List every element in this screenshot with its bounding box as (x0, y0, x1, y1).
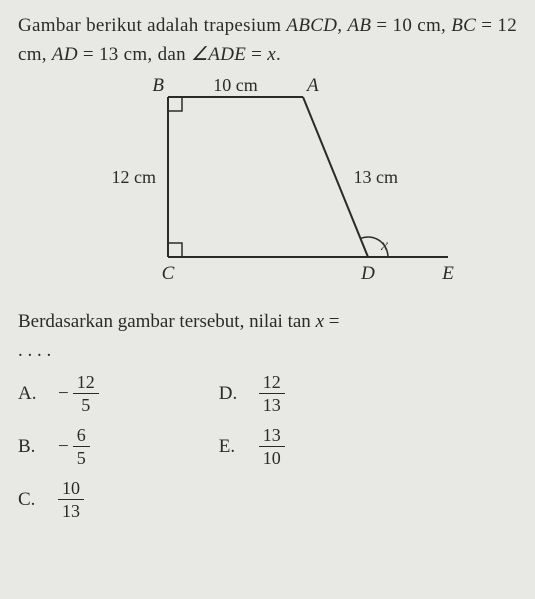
negative-sign: − (58, 383, 69, 405)
option-letter: D. (219, 383, 245, 405)
text-segment: Berdasarkan gambar tersebut, nilai tan (18, 311, 316, 332)
text-segment: = (246, 44, 267, 65)
denominator: 10 (259, 447, 285, 467)
option-e: E. 13 10 (219, 426, 285, 467)
option-letter: C. (18, 489, 44, 511)
option-d: D. 12 13 (219, 373, 285, 414)
svg-text:E: E (441, 263, 454, 284)
denominator: 5 (77, 394, 94, 414)
numerator: 6 (73, 426, 90, 447)
option-value: 13 10 (259, 426, 285, 467)
numerator: 12 (73, 373, 99, 394)
variable: AD (52, 44, 78, 65)
numerator: 10 (58, 479, 84, 500)
svg-text:C: C (161, 263, 174, 284)
fraction: 13 10 (259, 426, 285, 467)
trapezoid-diagram: B A C D E 10 cm 12 cm 13 cm x (78, 77, 458, 302)
text-segment: = 13 cm, (78, 44, 153, 65)
text-segment: = (324, 311, 339, 332)
text-segment: dan (158, 44, 191, 65)
fraction: 12 13 (259, 373, 285, 414)
dots: . . . . (18, 340, 51, 361)
option-value: − 6 5 (58, 426, 90, 467)
svg-text:10 cm: 10 cm (213, 77, 258, 95)
option-b: B. − 6 5 (18, 426, 99, 467)
svg-text:B: B (152, 77, 164, 96)
option-value: 12 13 (259, 373, 285, 414)
option-c: C. 10 13 (18, 479, 99, 520)
svg-text:D: D (360, 263, 375, 284)
options-right-column: D. 12 13 E. 13 10 (219, 373, 285, 520)
fraction: 12 5 (73, 373, 99, 414)
options-container: A. − 12 5 B. − 6 5 C. (18, 373, 517, 520)
variable: x (267, 44, 276, 65)
variable: x (316, 311, 324, 332)
svg-text:x: x (380, 237, 388, 254)
option-value: 10 13 (58, 479, 84, 520)
variable: AB (347, 15, 371, 36)
numerator: 13 (259, 426, 285, 447)
option-letter: A. (18, 383, 44, 405)
svg-text:13 cm: 13 cm (353, 167, 398, 187)
svg-text:12 cm: 12 cm (111, 167, 156, 187)
text-segment: . (276, 44, 281, 65)
denominator: 13 (58, 500, 84, 520)
option-letter: B. (18, 436, 44, 458)
option-value: − 12 5 (58, 373, 99, 414)
fraction: 6 5 (73, 426, 90, 467)
svg-text:A: A (305, 77, 319, 96)
text-segment: = 10 cm, (371, 15, 451, 36)
text-segment: Gambar berikut adalah trapesium (18, 15, 286, 36)
figure-container: B A C D E 10 cm 12 cm 13 cm x (18, 77, 517, 302)
denominator: 5 (73, 447, 90, 467)
text-segment: , (337, 15, 342, 36)
denominator: 13 (259, 394, 285, 414)
variable: ABCD (286, 15, 337, 36)
numerator: 12 (259, 373, 285, 394)
option-letter: E. (219, 436, 245, 458)
problem-statement: Gambar berikut adalah trapesium ABCD, AB… (18, 12, 517, 69)
question-text: Berdasarkan gambar tersebut, nilai tan x… (18, 308, 517, 365)
variable: BC (451, 15, 476, 36)
options-left-column: A. − 12 5 B. − 6 5 C. (18, 373, 99, 520)
option-a: A. − 12 5 (18, 373, 99, 414)
variable: ∠ADE (191, 44, 246, 65)
negative-sign: − (58, 436, 69, 458)
fraction: 10 13 (58, 479, 84, 520)
